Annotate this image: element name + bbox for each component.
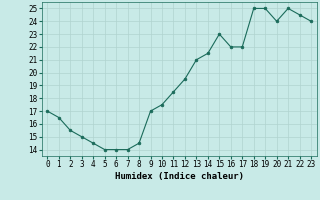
X-axis label: Humidex (Indice chaleur): Humidex (Indice chaleur) [115, 172, 244, 181]
